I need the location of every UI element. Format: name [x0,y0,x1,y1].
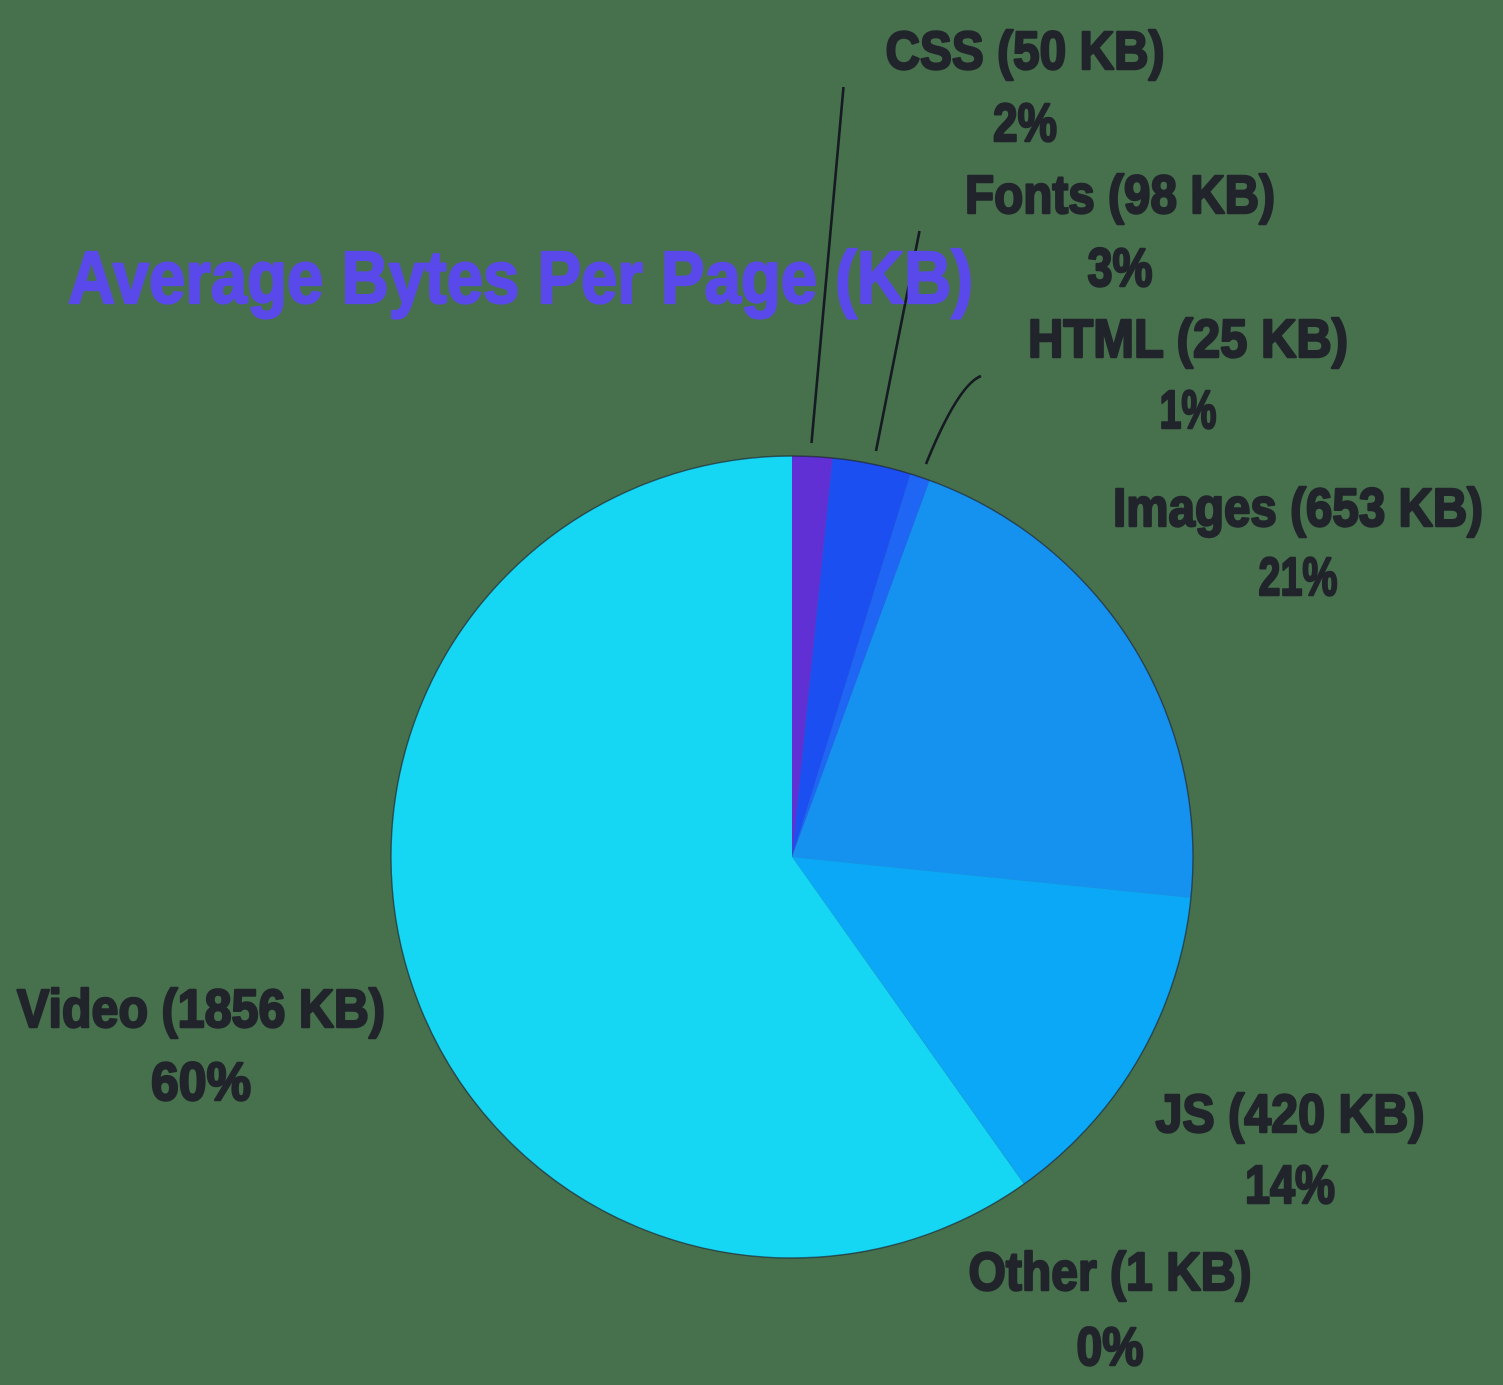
svg-text:14%: 14% [1245,1155,1335,1215]
svg-text:1%: 1% [1160,380,1217,440]
svg-text:Average Bytes Per Page (KB): Average Bytes Per Page (KB) [68,236,973,319]
svg-text:2%: 2% [993,93,1057,153]
svg-text:CSS (50 KB): CSS (50 KB) [886,21,1165,81]
svg-text:0%: 0% [1077,1317,1144,1377]
svg-text:Video (1856 KB): Video (1856 KB) [17,979,385,1039]
svg-text:Images (653 KB): Images (653 KB) [1113,478,1483,538]
svg-text:21%: 21% [1259,547,1338,607]
svg-text:Other (1 KB): Other (1 KB) [969,1242,1252,1302]
svg-text:Fonts (98 KB): Fonts (98 KB) [965,165,1275,225]
svg-text:HTML (25 KB): HTML (25 KB) [1028,309,1348,369]
svg-text:60%: 60% [151,1052,251,1112]
svg-text:3%: 3% [1088,238,1153,298]
svg-text:JS (420 KB): JS (420 KB) [1156,1084,1425,1144]
